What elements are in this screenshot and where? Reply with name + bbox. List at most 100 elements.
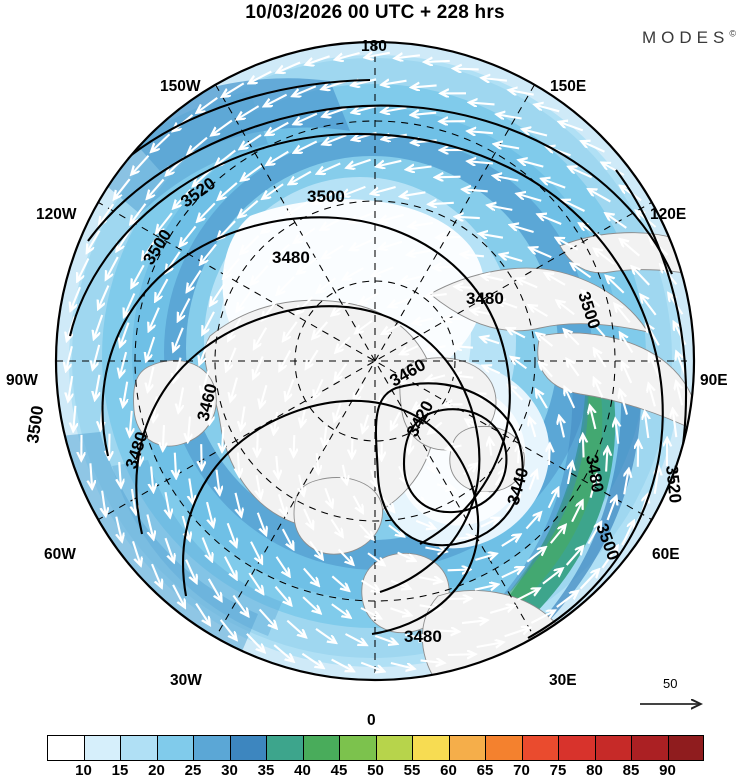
colorbar-cell	[631, 735, 668, 761]
lon-label-0: 0	[367, 712, 376, 729]
wind-arrow	[591, 320, 606, 338]
wind-arrow	[352, 78, 377, 85]
wind-arrow	[344, 267, 364, 279]
wind-arrow	[201, 537, 212, 561]
wind-arrow	[188, 136, 208, 154]
wind-arrow	[237, 290, 253, 311]
wind-arrow	[331, 603, 350, 617]
wind-arrow	[404, 635, 427, 640]
wind-arrow	[453, 537, 474, 539]
wind-arrow	[205, 501, 213, 526]
wind-arrow	[231, 377, 239, 401]
wind-arrow	[641, 296, 657, 316]
wind-arrow	[676, 382, 684, 406]
wind-arrow	[254, 327, 268, 348]
wind-arrow	[508, 329, 526, 339]
wind-arrow	[94, 314, 104, 338]
wind-arrow	[620, 334, 634, 354]
wind-arrow	[153, 396, 156, 420]
wind-arrow	[518, 194, 542, 202]
wind-arrow	[132, 540, 141, 564]
wind-arrow	[494, 176, 519, 182]
brand-logo: MODES©	[642, 28, 736, 48]
colorbar-tick: 85	[622, 762, 640, 779]
wind-arrow	[512, 358, 528, 370]
colorbar-tick: 40	[294, 762, 311, 779]
wind-arrow	[528, 471, 537, 490]
lon-label-60e: 60E	[652, 546, 680, 563]
wind-arrow	[68, 375, 72, 400]
wind-arrow	[402, 276, 423, 281]
wind-arrow	[542, 179, 566, 189]
wind-arrow	[408, 251, 431, 255]
wind-arrow	[99, 285, 110, 309]
colorbar-cell	[594, 735, 631, 761]
wind-arrow	[78, 258, 90, 281]
wind-arrow	[621, 240, 640, 257]
wind-scale-arrow	[640, 697, 710, 711]
wind-arrow	[277, 276, 295, 294]
wind-arrow	[361, 579, 379, 592]
wind-arrow	[124, 293, 136, 317]
wind-arrow	[322, 216, 344, 230]
wind-arrow	[331, 658, 353, 671]
wind-arrow	[461, 620, 487, 623]
wind-arrow	[241, 406, 245, 429]
lon-label-90w: 90W	[6, 372, 38, 389]
wind-arrow	[293, 85, 317, 96]
wind-arrow	[455, 346, 473, 348]
wind-arrow	[151, 466, 153, 492]
wind-arrow	[535, 105, 560, 113]
wind-arrow	[120, 351, 128, 376]
wind-arrow	[322, 80, 347, 89]
wind-arrow	[354, 384, 365, 401]
wind-arrow	[462, 464, 477, 476]
wind-arrow	[178, 298, 191, 321]
wind-arrow	[426, 294, 447, 296]
wind-arrow	[621, 522, 633, 546]
wind-arrow	[466, 420, 481, 431]
wind-arrow	[116, 516, 122, 541]
wind-arrow	[645, 412, 649, 439]
wind-arrow	[560, 122, 584, 132]
svg-text:3480: 3480	[404, 627, 442, 646]
svg-text:3500: 3500	[23, 404, 47, 444]
lon-label-150e: 150E	[550, 78, 587, 95]
wind-arrow	[301, 652, 322, 668]
wind-arrow	[501, 255, 523, 263]
wind-arrow	[277, 493, 285, 515]
wind-arrow	[547, 489, 558, 509]
svg-text:3520: 3520	[662, 464, 685, 504]
wind-arrow	[87, 230, 101, 252]
wind-arrow	[295, 140, 318, 153]
wind-arrow	[359, 524, 373, 539]
wind-arrow	[93, 344, 101, 369]
wind-arrow	[390, 298, 410, 306]
wind-arrow	[414, 318, 434, 323]
lon-label-180: 180	[361, 38, 387, 55]
wind-arrow	[382, 108, 407, 112]
wind-arrow	[447, 654, 475, 655]
wind-arrow	[256, 512, 266, 534]
wind-arrow	[494, 470, 505, 486]
wind-arrow	[583, 291, 601, 308]
wind-arrow	[373, 266, 394, 275]
wind-arrow	[580, 224, 602, 238]
lon-label-30e: 30E	[549, 672, 577, 689]
wind-arrow	[589, 475, 597, 498]
wind-arrow	[302, 596, 320, 613]
wind-arrow	[677, 352, 687, 376]
wind-arrow	[476, 642, 503, 647]
wind-arrow	[281, 528, 293, 548]
colorbar-cell	[375, 735, 412, 761]
colorbar-tick: 65	[476, 762, 494, 779]
wind-arrow	[284, 321, 298, 340]
wind-arrow	[482, 78, 508, 81]
wind-arrow	[390, 661, 414, 669]
wind-arrow	[280, 350, 292, 371]
wind-arrow	[286, 619, 305, 637]
wind-arrow	[463, 189, 488, 191]
page-title: 10/03/2026 00 UTC + 228 hrs	[245, 2, 505, 23]
wind-arrow	[251, 264, 269, 284]
wind-arrow	[606, 448, 607, 472]
